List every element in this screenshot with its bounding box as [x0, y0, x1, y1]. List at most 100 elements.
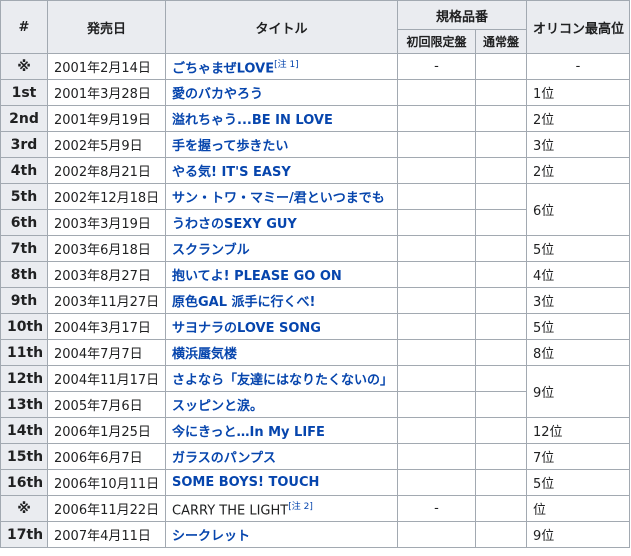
title-cell: さよなら「友達にはなりたくないの」 — [165, 365, 398, 392]
header-catalog-number: 規格品番 — [396, 0, 528, 30]
title-link[interactable]: スクランブル — [172, 243, 250, 258]
table-row: 15th 2006年6月7日 ガラスのパンプス 7位 — [0, 443, 631, 470]
release-date: 2004年3月17日 — [47, 313, 166, 340]
row-number: 15th — [0, 443, 48, 470]
title-cell: ごちゃまぜLOVE[注 1] — [165, 53, 398, 80]
title-link[interactable]: スッピンと涙。 — [172, 399, 264, 414]
table-row: 11th 2004年7月7日 横浜蜃気楼 8位 — [0, 339, 631, 366]
footnote-link[interactable]: [注 1] — [274, 59, 299, 70]
title-link[interactable]: 抱いてよ! PLEASE GO ON — [172, 269, 342, 284]
regular-edition-number — [474, 235, 528, 262]
table-row: 13th 2005年7月6日 スッピンと涙。 — [0, 391, 630, 418]
limited-edition-number — [397, 157, 476, 184]
release-date: 2006年6月7日 — [47, 443, 166, 470]
release-date: 2003年11月27日 — [47, 287, 166, 314]
row-number: 14th — [0, 417, 48, 444]
row-number: 10th — [0, 313, 48, 340]
title-cell: 今にきっと…In My LIFE — [165, 417, 398, 444]
table-row: 12th 2004年11月17日 さよなら「友達にはなりたくないの」 9位 — [0, 365, 631, 418]
title-link[interactable]: 溢れちゃう...BE IN LOVE — [172, 113, 333, 128]
table-row: ※ 2006年11月22日 CARRY THE LIGHT[注 2] - 位 — [0, 495, 631, 522]
release-date: 2004年7月7日 — [47, 339, 166, 366]
title-cell: ガラスのパンプス — [165, 443, 398, 470]
regular-edition-number — [474, 105, 528, 132]
title-link[interactable]: さよなら「友達にはなりたくないの」 — [172, 373, 394, 388]
title-link[interactable]: シークレット — [172, 529, 251, 544]
limited-edition-number — [397, 313, 476, 340]
release-date: 2006年1月25日 — [47, 417, 166, 444]
release-date: 2001年9月19日 — [47, 105, 166, 132]
regular-edition-number — [474, 287, 528, 314]
title-link[interactable]: サン・トワ・マミー/君といつまでも — [172, 191, 385, 206]
title-cell: サヨナラのLOVE SONG — [165, 313, 398, 340]
title-cell: 溢れちゃう...BE IN LOVE — [165, 105, 398, 132]
oricon-peak: 12位 — [526, 417, 631, 444]
limited-edition-number — [397, 287, 476, 314]
row-number: 2nd — [0, 105, 48, 132]
release-date: 2001年3月28日 — [47, 79, 166, 106]
oricon-peak: 2位 — [526, 157, 631, 184]
title-link[interactable]: うわさのSEXY GUY — [172, 217, 297, 232]
table-row: 3rd 2002年5月9日 手を握って歩きたい 3位 — [0, 131, 631, 158]
regular-edition-number — [474, 53, 528, 80]
header-limited-edition: 初回限定盤 — [397, 29, 476, 54]
limited-edition-number — [397, 365, 476, 392]
limited-edition-number — [397, 79, 476, 106]
title-text: CARRY THE LIGHT — [172, 503, 289, 519]
release-date: 2006年10月11日 — [47, 469, 166, 496]
row-number: 17th — [0, 521, 48, 548]
row-number: 13th — [0, 391, 48, 418]
title-link[interactable]: やる気! IT'S EASY — [172, 165, 291, 180]
header-release-date: 発売日 — [47, 0, 166, 54]
oricon-peak: - — [526, 53, 631, 80]
header-oricon-peak: オリコン最高位 — [526, 0, 631, 54]
limited-edition-number — [397, 183, 476, 210]
regular-edition-number — [474, 209, 528, 236]
title-link[interactable]: サヨナラのLOVE SONG — [172, 321, 321, 336]
title-cell: SOME BOYS! TOUCH — [165, 469, 398, 496]
title-link[interactable]: ごちゃまぜLOVE — [172, 61, 275, 77]
table-row: 4th 2002年8月21日 やる気! IT'S EASY 2位 — [0, 157, 631, 184]
regular-edition-number — [474, 79, 528, 106]
table-row: 14th 2006年1月25日 今にきっと…In My LIFE 12位 — [0, 417, 631, 444]
limited-edition-number — [397, 131, 476, 158]
limited-edition-number — [397, 339, 476, 366]
title-link[interactable]: 原色GAL 派手に行くべ! — [172, 295, 316, 310]
release-date: 2006年11月22日 — [47, 495, 166, 522]
row-number: ※ — [0, 53, 48, 80]
limited-edition-number — [397, 209, 476, 236]
oricon-peak: 位 — [526, 495, 631, 522]
footnote-link[interactable]: [注 2] — [288, 501, 313, 512]
title-cell: スクランブル — [165, 235, 398, 262]
release-date: 2004年11月17日 — [47, 365, 166, 392]
regular-edition-number — [474, 313, 528, 340]
title-link[interactable]: ガラスのパンプス — [172, 451, 277, 466]
title-cell: CARRY THE LIGHT[注 2] — [165, 495, 398, 522]
title-cell: サン・トワ・マミー/君といつまでも — [165, 183, 398, 210]
title-link[interactable]: 今にきっと…In My LIFE — [172, 425, 325, 440]
limited-edition-number — [397, 261, 476, 288]
limited-edition-number: - — [397, 495, 476, 522]
regular-edition-number — [474, 157, 528, 184]
oricon-peak: 8位 — [526, 339, 631, 366]
regular-edition-number — [474, 131, 528, 158]
table-row: 1st 2001年3月28日 愛のバカやろう 1位 — [0, 79, 631, 106]
row-number: 3rd — [0, 131, 48, 158]
release-date: 2001年2月14日 — [47, 53, 166, 80]
title-link[interactable]: SOME BOYS! TOUCH — [172, 475, 320, 490]
header-regular-edition: 通常盤 — [474, 29, 528, 54]
oricon-peak: 5位 — [526, 313, 631, 340]
oricon-peak: 3位 — [526, 131, 631, 158]
row-number: ※ — [0, 495, 48, 522]
table-row: 7th 2003年6月18日 スクランブル 5位 — [0, 235, 631, 262]
regular-edition-number — [474, 495, 528, 522]
title-link[interactable]: 手を握って歩きたい — [172, 139, 289, 154]
limited-edition-number — [397, 469, 476, 496]
regular-edition-number — [474, 261, 528, 288]
title-link[interactable]: 愛のバカやろう — [172, 87, 264, 102]
title-link[interactable]: 横浜蜃気楼 — [172, 347, 238, 362]
row-number: 9th — [0, 287, 48, 314]
release-date: 2002年8月21日 — [47, 157, 166, 184]
row-number: 12th — [0, 365, 48, 392]
oricon-peak: 6位 — [526, 183, 631, 236]
